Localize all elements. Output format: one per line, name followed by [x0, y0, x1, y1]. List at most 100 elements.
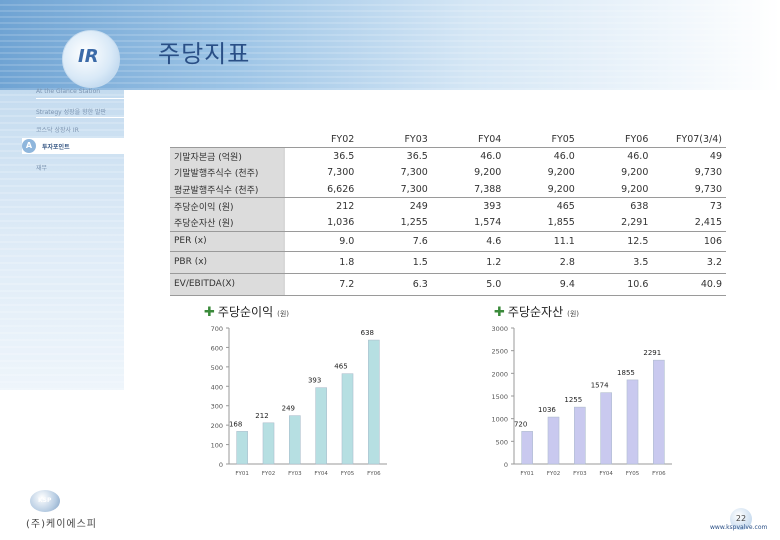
table-cell: 638: [630, 200, 649, 212]
table-cell: 5.0: [431, 273, 506, 296]
table-cell: 1.2: [431, 251, 506, 274]
eps-bar: [289, 415, 301, 465]
page-title: 주당지표: [158, 40, 251, 68]
sidebar-item-glance[interactable]: At the Glance Station: [36, 88, 101, 95]
bps-chart-title: 주당순자산: [507, 305, 564, 319]
bps-x-tick-label: FY01: [520, 471, 534, 477]
table-cell: 46.0: [578, 147, 653, 165]
eps-bar: [368, 339, 380, 465]
eps-chart-unit: (원): [277, 310, 290, 318]
ir-logo-icon: [62, 30, 120, 88]
table-cell: 9,200: [547, 167, 575, 179]
bps-bar-chart: 0 500 1000 1500 2000 2500 3000 720 FY01 1036 FY02 1…: [491, 325, 672, 477]
bps-y-tick-label: 2500: [491, 348, 508, 356]
eps-y-tick-label: 700: [211, 325, 223, 333]
bps-x-tick-label: FY04: [599, 471, 613, 477]
eps-y-tick-label: 400: [211, 383, 223, 391]
table-cell: 393: [483, 200, 502, 212]
eps-chart-title: 주당순이익: [217, 305, 274, 319]
sidebar-active-marker: A: [22, 139, 36, 153]
table-gap: [282, 164, 285, 182]
table-cell: 7,300: [327, 167, 355, 179]
table-cell: 11.1: [505, 231, 579, 252]
eps-data-label: 393: [308, 377, 321, 385]
eps-y-tick-label: 300: [211, 403, 223, 411]
table-gap: [282, 214, 285, 232]
column-header: FY04: [431, 131, 506, 148]
table-cell: 49: [652, 147, 726, 165]
column-header: FY03: [358, 131, 432, 148]
eps-data-label: 168: [229, 420, 242, 428]
row-label: PBR (x): [170, 251, 283, 274]
table-gap: [282, 231, 285, 252]
table-cell: 36.5: [358, 147, 432, 165]
bps-data-label: 2291: [643, 349, 661, 357]
table-row: 기말발행주식수 (천주) 7,300 7,300 9,200 9,200 9,2…: [170, 164, 726, 182]
table-cell: 9,200: [505, 181, 579, 199]
table-gap: [282, 147, 285, 165]
header-band: [0, 0, 780, 90]
bps-y-tick-label: 1500: [491, 393, 508, 401]
bps-data-label: 1255: [564, 396, 582, 404]
table-row: 기말자본금 (억원) 36.5 36.5 46.0 46.0 46.0 49: [170, 147, 726, 165]
eps-bar: [262, 422, 275, 465]
table-row: PER (x) 9.0 7.6 4.6 11.1 12.5 106: [170, 231, 726, 252]
column-header: FY06: [578, 131, 653, 148]
sidebar-item-finance[interactable]: 재무: [36, 165, 48, 172]
eps-data-label: 638: [361, 329, 374, 337]
table-gap: [282, 251, 285, 274]
table-corner: [170, 131, 283, 148]
company-logo-text: KSP: [38, 497, 52, 504]
sidebar-item-strategy[interactable]: Strategy 성장을 향한 발판: [36, 109, 107, 116]
table-cell: 7,388: [431, 181, 506, 199]
table-cell: 6.3: [358, 273, 432, 296]
bps-bar: [653, 359, 665, 465]
bps-x-tick-label: FY06: [652, 471, 666, 477]
bps-x-tick-label: FY05: [626, 471, 640, 477]
row-label: 기말발행주식수 (천주): [170, 164, 283, 182]
table-cell: 106: [652, 231, 726, 252]
plus-icon: ✚: [204, 305, 215, 320]
table-cell: 1.5: [358, 251, 432, 274]
table-cell: 46.0: [505, 147, 579, 165]
table-cell: 40.9: [652, 273, 726, 296]
bps-bar: [547, 416, 560, 465]
table-gap: [282, 131, 285, 148]
eps-bar: [236, 431, 248, 465]
bps-bar: [626, 379, 639, 465]
ir-logo-text: IR: [78, 46, 99, 67]
table-cell: 9,200: [578, 181, 653, 199]
sidebar-item-investment-points[interactable]: 투자포인트: [42, 144, 70, 151]
eps-x-tick-label: FY06: [367, 471, 381, 477]
bps-y-tick-label: 1000: [491, 416, 508, 424]
table-row: 주당순자산 (원) 1,036 1,255 1,574 1,855 2,291 …: [170, 214, 726, 232]
plus-icon: ✚: [494, 305, 505, 320]
table-gap: [282, 181, 285, 199]
bps-data-label: 1855: [617, 369, 635, 377]
table-cell: 212: [336, 200, 355, 212]
row-label: 주당순이익 (원): [170, 197, 283, 215]
eps-y-tick-label: 0: [219, 461, 223, 469]
row-label: 평균발행주식수 (천주): [170, 181, 283, 199]
sidebar-item-kosdaq[interactable]: 코스닥 상장사 IR: [36, 127, 79, 134]
bps-chart-unit: (원): [567, 310, 580, 318]
row-label: EV/EBITDA(X): [170, 273, 283, 296]
bps-x-tick-label: FY03: [573, 471, 587, 477]
eps-x-tick-label: FY05: [341, 471, 355, 477]
table-header-row: FY02 FY03 FY04 FY05 FY06 FY07(3/4): [170, 131, 726, 148]
bps-chart-heading: ✚ 주당순자산 (원): [494, 303, 579, 320]
eps-bar-chart: 0 100 200 300 400 500 600 700 168 FY01 212 FY02 249 F…: [211, 325, 387, 477]
column-header: FY07(3/4): [652, 131, 726, 148]
website: www.kspvalve.com: [710, 524, 768, 531]
table-cell: 249: [409, 200, 428, 212]
eps-data-label: 212: [255, 412, 268, 420]
table-cell: 3.2: [652, 251, 726, 274]
table-cell: 73: [709, 200, 722, 212]
eps-y-tick-label: 200: [211, 422, 223, 430]
table-cell: 36.5: [284, 147, 359, 165]
eps-x-tick-label: FY02: [262, 471, 276, 477]
table-cell: 6,626: [284, 181, 359, 199]
table-cell: 2,291: [578, 214, 653, 232]
bps-y-tick-label: 0: [504, 461, 508, 469]
